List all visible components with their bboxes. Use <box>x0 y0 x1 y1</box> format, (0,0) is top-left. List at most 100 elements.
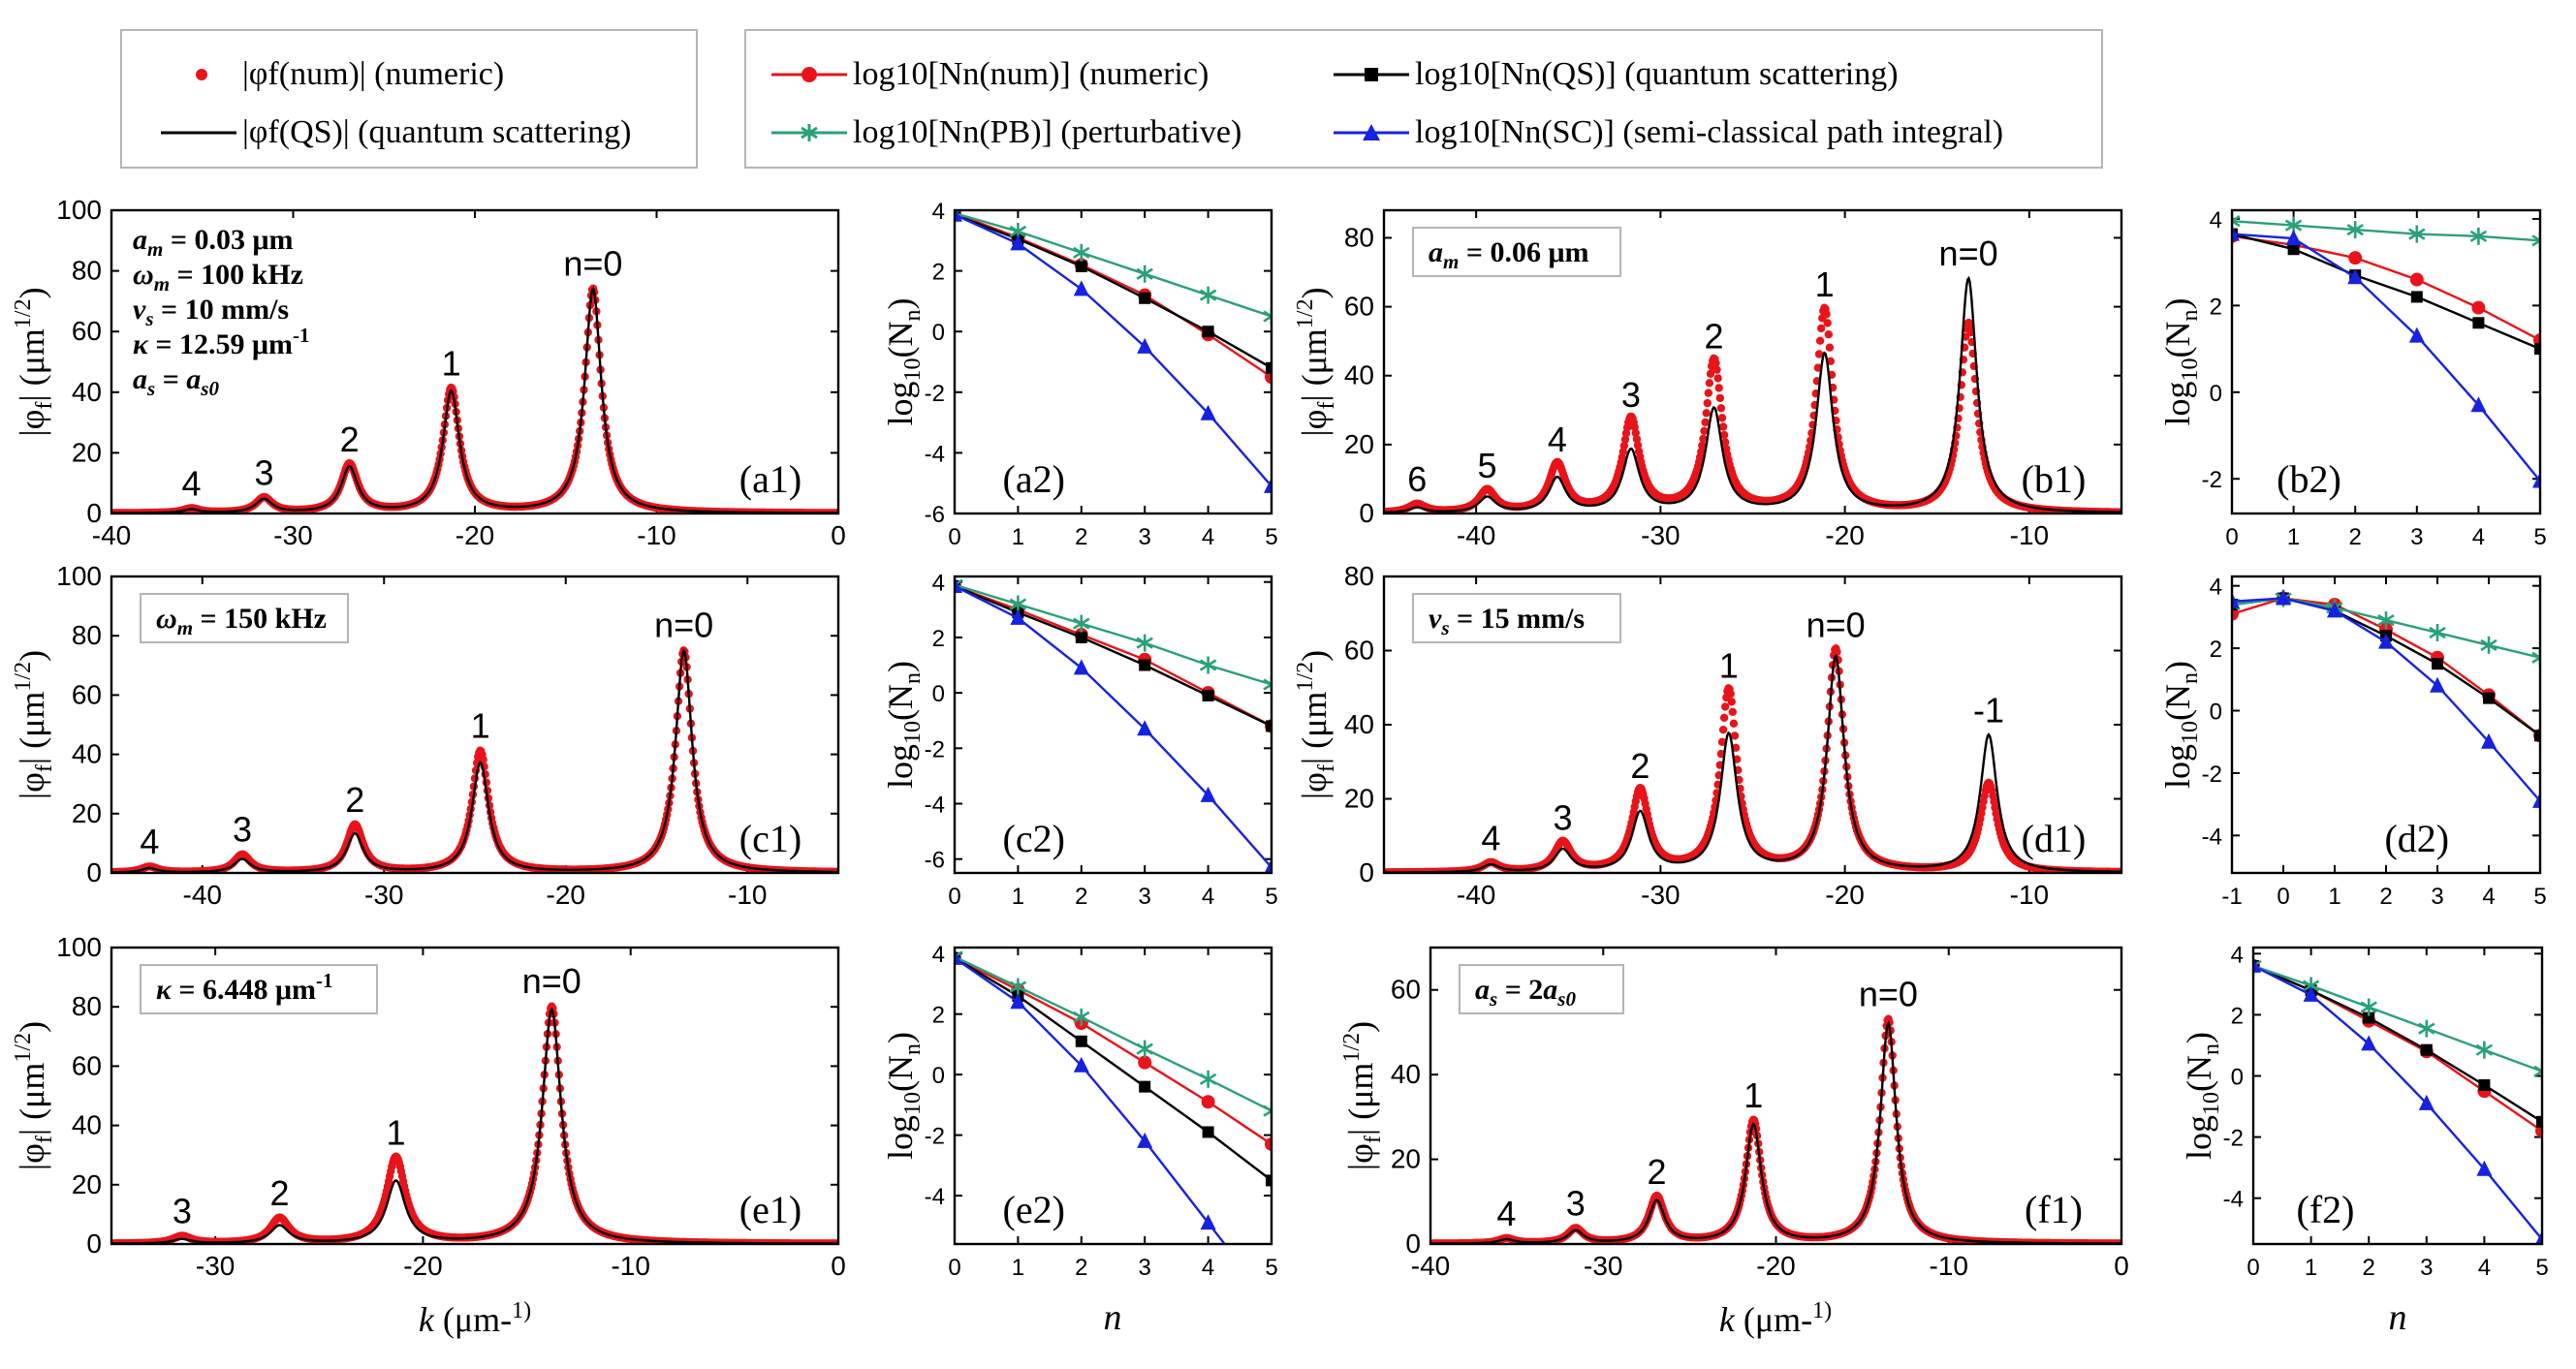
numeric-point <box>1824 330 1834 339</box>
star-stroke <box>1073 246 1090 259</box>
numeric-marker <box>2348 251 2363 265</box>
x-tick-label: -20 <box>547 880 585 910</box>
param-subscript: m <box>147 237 163 261</box>
x-tick-label: 4 <box>1202 1255 1214 1281</box>
y-axis-title-part: f <box>32 402 57 410</box>
x-tick-label: -40 <box>1457 880 1495 910</box>
pb-marker <box>1263 307 1272 326</box>
param-value: = 12.59 μm <box>148 328 293 360</box>
peak-label: 1 <box>471 706 490 746</box>
y-tick-label: 100 <box>56 195 102 225</box>
plot-frame <box>1382 575 2123 875</box>
y-tick-label: 20 <box>1344 784 1374 814</box>
legend-line-marker <box>155 113 242 152</box>
y-axis-title-part: ) <box>2158 661 2197 672</box>
star-stroke <box>1263 315 1272 323</box>
series-line <box>955 956 1272 1145</box>
legend-dot-marker <box>155 55 242 94</box>
star-stroke <box>2480 638 2497 651</box>
panel-tag: (d2) <box>2384 817 2449 860</box>
parameter-text: ωm = 150 kHz <box>156 603 327 639</box>
x-tick-label: -30 <box>273 520 312 550</box>
legend-item-qs-wavefunction: |φf(QS)| (quantum scattering) <box>155 110 631 155</box>
y-axis-title-part: 10 <box>2178 358 2203 381</box>
numeric-point <box>1705 379 1714 388</box>
series-numeric <box>2232 229 2540 348</box>
y-tick-label: 20 <box>1344 429 1374 459</box>
y-axis-title-part: ) <box>2158 297 2197 309</box>
param-value: = 100 kHz <box>170 259 303 291</box>
x-tick-label: -10 <box>728 880 767 910</box>
param-subscript: m <box>154 272 170 296</box>
y-tick-label: 100 <box>56 561 102 591</box>
series-line <box>955 584 1272 869</box>
star-stroke <box>2408 228 2426 240</box>
series-perturbative <box>2232 212 2540 250</box>
y-tick-label: -2 <box>925 381 945 407</box>
numeric-wavefunction-dots <box>1384 644 2121 873</box>
param-symbol: a <box>133 224 147 256</box>
sc-marker <box>1200 404 1216 420</box>
peak-label: 1 <box>1815 264 1835 304</box>
x-tick-label: 0 <box>2114 1251 2129 1281</box>
numeric-point <box>1702 409 1711 418</box>
star-stroke <box>1263 1105 1272 1113</box>
star-stroke <box>1073 1011 1090 1023</box>
pb-marker <box>2346 221 2364 239</box>
star-stroke <box>2377 613 2395 627</box>
star-stroke <box>2531 234 2540 242</box>
y-axis-title-part: log <box>881 744 920 789</box>
x-tick-label: 3 <box>1139 884 1151 910</box>
peak-label: 2 <box>345 780 364 820</box>
sc-marker <box>1264 477 1272 493</box>
pb-marker <box>1199 1070 1217 1088</box>
param-value: = 0.06 μm <box>1459 236 1588 268</box>
numeric-point <box>1631 428 1641 438</box>
y-axis-title-part: |φ <box>13 1143 51 1170</box>
sc-marker <box>2470 396 2487 413</box>
x-tick-label: -20 <box>1825 520 1864 550</box>
peak-label: n=0 <box>1939 233 1998 273</box>
y-axis-title-part: f <box>32 764 57 772</box>
x-tick-label: 1 <box>2287 524 2300 550</box>
y-axis-title-part: n <box>900 672 926 684</box>
star-stroke <box>2232 215 2241 223</box>
sc-marker <box>2276 589 2291 606</box>
numeric-point <box>1814 350 1824 358</box>
y-axis-title-part: ) <box>13 650 51 662</box>
peak-label: 1 <box>442 344 461 384</box>
y-tick-label: -2 <box>925 736 945 762</box>
peak-label: 4 <box>1481 818 1500 857</box>
series-semi-classical-path-integral <box>2232 589 2540 808</box>
numeric-point <box>1721 438 1730 447</box>
y-axis-title-part: log <box>2158 381 2197 425</box>
y-axis-title-part: 1/2 <box>11 662 36 692</box>
panel-tag: (e2) <box>1003 1188 1065 1231</box>
y-axis-title-part: ) <box>1295 287 1334 298</box>
star-stroke <box>2469 230 2488 242</box>
x-tick-label: 2 <box>1075 1255 1087 1281</box>
param-value: = 150 kHz <box>193 603 327 635</box>
peak-label: 1 <box>1719 646 1739 686</box>
y-tick-label: 40 <box>72 1110 102 1140</box>
y-tick-label: 60 <box>72 679 102 709</box>
qs-marker <box>1139 659 1151 671</box>
series-line <box>955 584 1272 728</box>
pb-marker <box>1009 978 1027 996</box>
star-stroke <box>1136 267 1153 280</box>
peak-label: n=0 <box>654 606 713 645</box>
y-tick-label: 0 <box>932 681 945 707</box>
peak-label: 2 <box>270 1173 290 1213</box>
plot-frame <box>953 575 1273 875</box>
pb-marker <box>1136 634 1153 652</box>
y-tick-label: 4 <box>932 942 945 968</box>
star-stroke <box>2531 238 2540 247</box>
y-tick-label: 0 <box>86 1229 102 1259</box>
x-tick-label: 0 <box>948 884 960 910</box>
y-axis-title: log10(Nn) <box>2158 661 2203 789</box>
sc-marker <box>955 210 962 222</box>
numeric-point <box>1978 803 1987 812</box>
y-axis-title-part: |φ <box>13 410 51 437</box>
